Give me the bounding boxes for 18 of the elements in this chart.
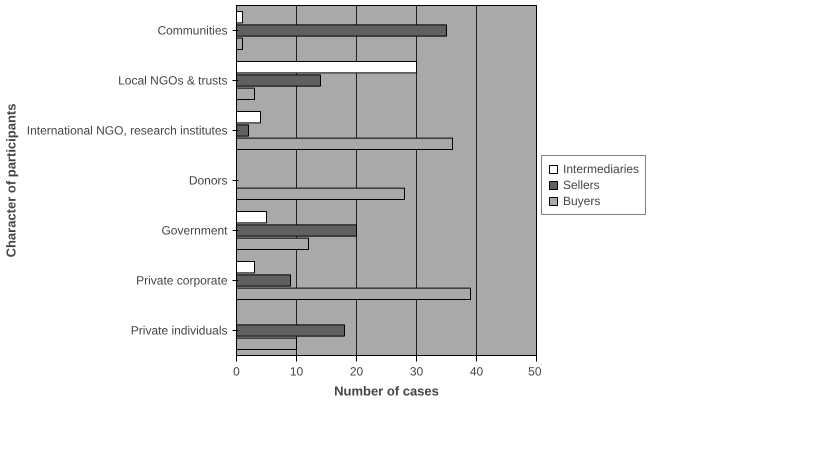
y-tick-label: Donors xyxy=(188,174,228,188)
y-tick-label: Communities xyxy=(157,24,228,38)
y-tick-label: Local NGOs & trusts xyxy=(118,74,228,88)
y-tick-label: Private corporate xyxy=(136,274,228,288)
y-tick-label: Government xyxy=(161,224,228,238)
x-axis-title: Number of cases xyxy=(334,384,439,398)
legend-label: Intermediaries xyxy=(563,162,640,176)
y-tick-label: International NGO, research institutes xyxy=(26,124,228,138)
legend-label: Buyers xyxy=(563,194,600,208)
y-axis-title: Character of participants xyxy=(4,104,19,258)
x-tick-label: 0 xyxy=(233,364,240,378)
y-tick-label: Private individuals xyxy=(130,324,228,338)
x-tick-label: 10 xyxy=(290,364,304,378)
x-tick-label: 40 xyxy=(470,364,484,378)
x-tick-label: 30 xyxy=(410,364,424,378)
x-tick-label: 50 xyxy=(528,364,542,378)
x-tick-label: 20 xyxy=(350,364,364,378)
legend-label: Sellers xyxy=(563,178,600,192)
